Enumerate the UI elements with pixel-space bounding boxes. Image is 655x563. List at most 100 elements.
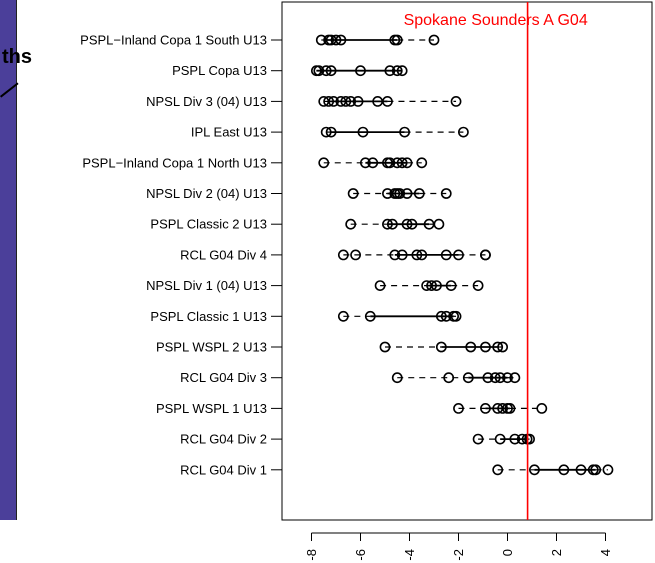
category-row: PSPL−Inland Copa 1 North U13 xyxy=(82,155,428,170)
data-point xyxy=(325,65,337,77)
x-tick-label: -6 xyxy=(353,549,368,561)
data-point xyxy=(509,372,521,384)
data-point xyxy=(396,65,408,77)
data-point xyxy=(602,464,614,476)
data-point xyxy=(384,65,396,77)
y-tick-label: RCL G04 Div 2 xyxy=(180,432,267,447)
y-tick-label: NPSL Div 2 (04) U13 xyxy=(146,186,267,201)
data-point xyxy=(504,402,516,414)
y-tick-label: RCL G04 Div 4 xyxy=(180,247,267,262)
data-point xyxy=(320,126,332,138)
data-point xyxy=(440,249,452,261)
data-point xyxy=(457,126,469,138)
data-point xyxy=(320,65,332,77)
data-point xyxy=(406,218,418,230)
data-point xyxy=(379,341,391,353)
x-axis: -8 -6 -4 -2 0 2 4 xyxy=(304,532,613,561)
reference-line-label: Spokane Sounders A G04 xyxy=(404,12,588,29)
data-point xyxy=(416,157,428,169)
data-point xyxy=(440,188,452,199)
category-row: RCL G04 Div 1 xyxy=(180,462,614,477)
data-point xyxy=(359,157,371,169)
y-tick-label: RCL G04 Div 3 xyxy=(180,370,267,385)
data-point xyxy=(337,249,349,261)
data-point xyxy=(558,464,570,476)
data-point xyxy=(391,65,403,77)
category-row: PSPL Copa U13 xyxy=(172,63,408,78)
data-point xyxy=(345,218,357,230)
data-point xyxy=(492,341,504,353)
x-tick-label: 0 xyxy=(500,549,515,556)
data-point xyxy=(345,96,357,107)
data-point xyxy=(536,402,548,414)
reference-group: Spokane Sounders A G04 xyxy=(404,2,588,520)
data-point xyxy=(435,310,447,322)
data-point xyxy=(411,249,423,261)
category-row: RCL G04 Div 3 xyxy=(180,370,521,385)
y-tick-label: NPSL Div 3 (04) U13 xyxy=(146,94,267,109)
y-tick-label: RCL G04 Div 1 xyxy=(180,462,267,477)
data-point xyxy=(313,65,325,77)
category-row: NPSL Div 3 (04) U13 xyxy=(146,94,462,109)
data-point xyxy=(462,372,474,384)
data-point xyxy=(401,218,413,230)
data-point xyxy=(325,126,337,138)
data-point xyxy=(575,464,587,476)
category-row: NPSL Div 2 (04) U13 xyxy=(146,186,452,201)
data-point xyxy=(355,65,366,77)
data-point xyxy=(413,188,425,199)
data-point xyxy=(453,249,464,261)
y-tick-label: IPL East U13 xyxy=(191,125,267,140)
data-point xyxy=(472,280,484,291)
data-point xyxy=(480,402,491,414)
data-point xyxy=(590,464,602,476)
data-point xyxy=(472,433,484,445)
data-point xyxy=(502,372,513,384)
data-point xyxy=(497,402,508,414)
y-tick-label: PSPL WSPL 2 U13 xyxy=(156,340,267,355)
data-point xyxy=(509,433,521,445)
category-row: IPL East U13 xyxy=(191,125,469,140)
data-point xyxy=(367,157,379,169)
data-point xyxy=(480,249,491,261)
data-point xyxy=(480,341,491,353)
category-row: RCL G04 Div 4 xyxy=(180,247,491,262)
category-row: PSPL−Inland Copa 1 South U13 xyxy=(80,33,440,48)
data-point xyxy=(433,218,445,230)
y-tick-label: PSPL Classic 1 U13 xyxy=(150,309,267,324)
data-point xyxy=(494,372,506,384)
rows-group: PSPL−Inland Copa 1 South U13 PSPL Copa U1… xyxy=(80,33,614,477)
y-tick-label: PSPL Copa U13 xyxy=(172,63,267,78)
data-point xyxy=(453,402,464,414)
x-tick-label: -8 xyxy=(304,549,319,561)
data-point xyxy=(416,249,428,261)
category-row: RCL G04 Div 2 xyxy=(180,432,535,447)
x-tick-label: -4 xyxy=(402,549,417,561)
data-point xyxy=(524,433,535,445)
category-row: NPSL Div 1 (04) U13 xyxy=(146,278,484,293)
data-point xyxy=(529,464,540,476)
data-point xyxy=(340,96,352,107)
data-point xyxy=(435,341,447,353)
data-point xyxy=(357,126,369,138)
data-point xyxy=(337,310,349,322)
data-point xyxy=(335,34,347,46)
background-window-fragment xyxy=(0,0,17,520)
background-window-text: ths xyxy=(2,46,32,68)
data-point xyxy=(364,310,376,322)
data-point xyxy=(445,280,457,291)
data-point xyxy=(450,96,462,107)
x-tick-label: -2 xyxy=(451,549,466,561)
data-point xyxy=(382,96,393,107)
data-point xyxy=(352,96,364,107)
data-point xyxy=(431,280,442,291)
y-tick-label: PSPL Classic 2 U13 xyxy=(150,217,267,232)
data-point xyxy=(328,96,339,107)
data-point xyxy=(428,34,440,46)
x-tick-label: 2 xyxy=(549,549,564,556)
data-point xyxy=(391,372,403,384)
data-point xyxy=(401,157,413,169)
data-point xyxy=(426,280,437,291)
data-point xyxy=(443,372,455,384)
